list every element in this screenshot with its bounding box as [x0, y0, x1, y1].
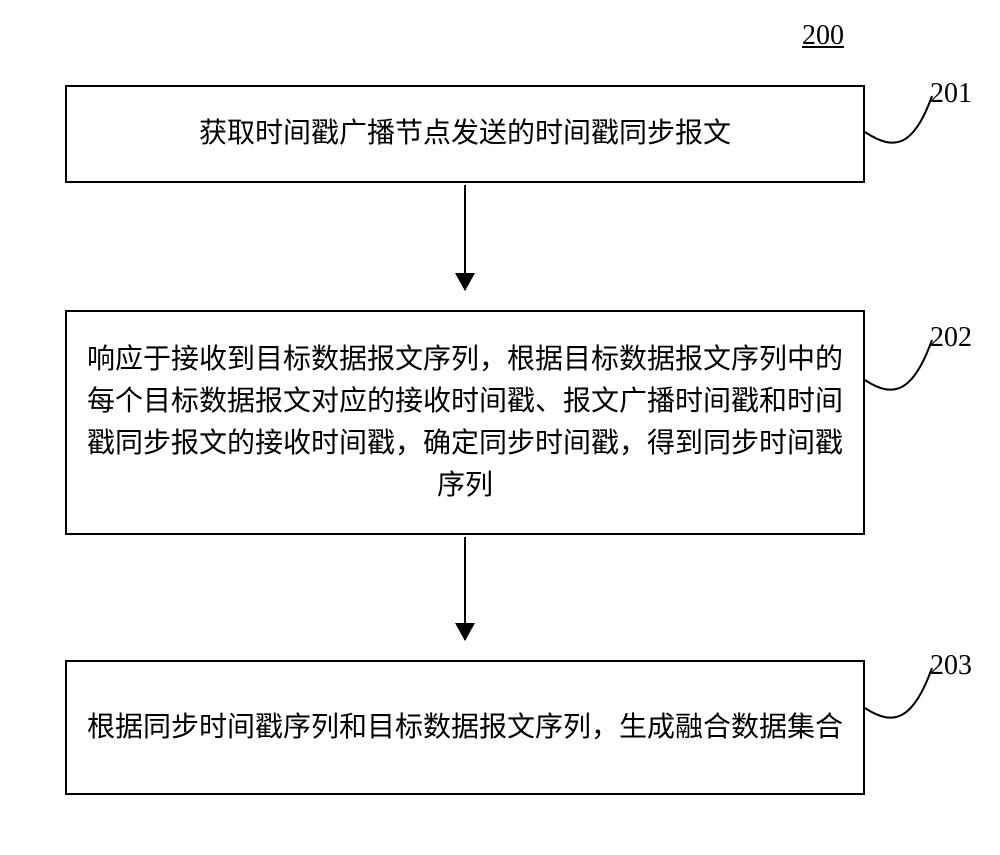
flow-step-text: 根据同步时间戳序列和目标数据报文序列，生成融合数据集合 [87, 707, 843, 749]
step-number-label: 203 [930, 650, 972, 682]
flow-step-box: 获取时间戳广播节点发送的时间戳同步报文 [65, 85, 865, 183]
flow-step-box: 根据同步时间戳序列和目标数据报文序列，生成融合数据集合 [65, 660, 865, 795]
step-callout [865, 650, 938, 724]
flow-step-text: 响应于接收到目标数据报文序列，根据目标数据报文序列中的每个目标数据报文对应的接收… [87, 339, 843, 507]
step-number-label: 201 [930, 78, 972, 110]
step-callout [865, 322, 938, 396]
flow-arrow [464, 537, 466, 640]
flowchart-canvas: 200 获取时间戳广播节点发送的时间戳同步报文响应于接收到目标数据报文序列，根据目… [0, 0, 1000, 855]
step-number-label: 202 [930, 322, 972, 354]
flow-arrow [464, 185, 466, 290]
flow-step-box: 响应于接收到目标数据报文序列，根据目标数据报文序列中的每个目标数据报文对应的接收… [65, 310, 865, 535]
step-callout [865, 78, 938, 148]
flow-step-text: 获取时间戳广播节点发送的时间戳同步报文 [199, 113, 731, 155]
figure-number: 200 [802, 20, 844, 52]
